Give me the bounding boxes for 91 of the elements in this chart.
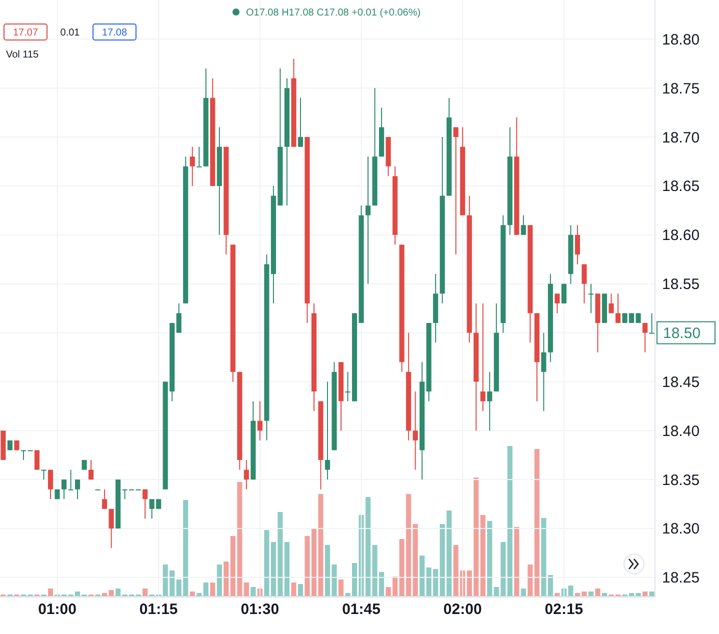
candlestick xyxy=(257,400,262,441)
candlestick xyxy=(541,332,546,412)
candlestick xyxy=(298,97,304,148)
y-tick-label: 18.65 xyxy=(662,178,700,196)
bar xyxy=(595,588,600,596)
bar xyxy=(507,446,512,596)
candlestick xyxy=(88,459,94,480)
candlestick xyxy=(574,224,580,265)
annotation: Vol 115 xyxy=(6,50,40,60)
candlestick xyxy=(61,479,67,500)
bar xyxy=(224,562,229,596)
bar xyxy=(190,592,195,596)
y-tick-label: 18.25 xyxy=(662,570,700,587)
bar xyxy=(602,593,608,596)
bar xyxy=(338,580,344,596)
candlestick xyxy=(561,283,566,304)
bar xyxy=(541,518,546,596)
bar xyxy=(291,582,296,596)
bar xyxy=(487,521,492,596)
bar xyxy=(642,592,648,596)
candlestick xyxy=(554,293,560,314)
annotation: 17.07 xyxy=(12,28,38,38)
bar xyxy=(534,449,540,596)
candlestick xyxy=(649,312,654,334)
x-tick-label: 01:30 xyxy=(240,601,280,618)
candlestick xyxy=(366,156,371,284)
bar xyxy=(520,588,526,596)
bar xyxy=(116,588,121,596)
y-tick-label: 18.60 xyxy=(662,227,700,244)
bar xyxy=(203,582,208,596)
bar xyxy=(548,575,553,596)
bar xyxy=(142,588,148,596)
candlestick xyxy=(588,283,594,314)
candlestick xyxy=(487,371,492,432)
bar xyxy=(480,515,486,596)
bar xyxy=(210,582,216,596)
candlestick xyxy=(102,488,108,510)
candlestick xyxy=(244,459,249,490)
candlestick xyxy=(412,390,418,470)
candlestick xyxy=(176,302,182,334)
bar xyxy=(528,564,533,596)
x-tick-label: 02:15 xyxy=(544,601,584,618)
bar xyxy=(284,542,290,596)
x-tick-label: 01:45 xyxy=(342,601,380,618)
y-tick-label: 18.35 xyxy=(662,472,700,489)
candlestick xyxy=(48,469,54,500)
candlestick xyxy=(520,214,526,236)
bar xyxy=(244,582,249,596)
candlestick xyxy=(34,450,40,470)
candlestick xyxy=(480,302,486,412)
candlestick xyxy=(108,508,114,549)
bar xyxy=(264,530,270,596)
bar xyxy=(108,590,114,596)
candlestick xyxy=(642,322,648,353)
bar xyxy=(554,593,560,596)
bar xyxy=(48,588,54,596)
candlestick xyxy=(582,264,587,304)
y-tick-label: 18.45 xyxy=(662,374,700,391)
annotation: 17.08 xyxy=(102,28,128,38)
bar xyxy=(102,593,108,596)
candlestick xyxy=(608,293,614,314)
annotation: O17.08 H17.08 C17.08 +0.01 (+0.06%) xyxy=(246,8,421,18)
y-tick-label: 18.30 xyxy=(662,520,700,538)
bar xyxy=(649,592,654,596)
candlestick xyxy=(190,146,195,186)
candlestick xyxy=(615,293,621,324)
y-tick-label: 18.40 xyxy=(662,422,700,440)
candlestick xyxy=(142,488,148,520)
candlestick xyxy=(324,381,330,480)
bar xyxy=(216,564,222,596)
candlestick xyxy=(196,146,202,168)
candlestick xyxy=(68,469,74,490)
text: 18.50 xyxy=(663,325,701,342)
candlestick xyxy=(453,126,458,255)
bar xyxy=(196,593,202,596)
y-tick-label: 18.80 xyxy=(662,31,700,48)
bar xyxy=(412,524,418,596)
y-tick-label: 18.70 xyxy=(662,129,700,146)
x-tick-label: 02:00 xyxy=(443,601,482,618)
annotation: 0.01 xyxy=(60,28,80,38)
bar xyxy=(298,584,304,596)
candlestick xyxy=(41,469,46,480)
bar xyxy=(250,587,256,596)
bar xyxy=(514,527,520,596)
x-tick-label: 01:00 xyxy=(38,601,76,618)
bar xyxy=(588,592,594,596)
x-tick-label: 01:15 xyxy=(139,601,178,618)
y-tick-label: 18.55 xyxy=(662,276,700,294)
candlestick xyxy=(74,479,80,500)
y-tick-label: 18.75 xyxy=(662,80,700,98)
bar xyxy=(420,556,425,596)
